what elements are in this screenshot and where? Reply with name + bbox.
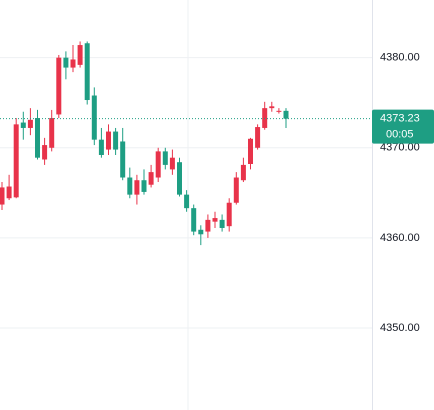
candle-body xyxy=(120,141,126,178)
candle-body xyxy=(106,131,111,150)
candle-body xyxy=(20,122,26,128)
candle-body xyxy=(6,186,12,199)
candle-body xyxy=(177,162,182,195)
candle-body xyxy=(27,119,33,128)
candle-body xyxy=(162,151,168,165)
candle-body xyxy=(77,45,83,65)
candle-body xyxy=(219,219,225,228)
candle-body xyxy=(35,118,40,158)
candle-body xyxy=(269,106,275,109)
candle-body xyxy=(191,208,197,232)
candle-body xyxy=(127,177,133,195)
last-price-label: 4373.23 xyxy=(380,113,420,125)
candle-body xyxy=(141,180,147,192)
y-tick-label: 4370.00 xyxy=(380,142,420,154)
candle-body xyxy=(113,131,119,150)
candle-body xyxy=(262,108,268,128)
candle-body xyxy=(134,180,140,195)
candle-body xyxy=(13,124,19,198)
y-tick-label: 4350.00 xyxy=(380,322,420,334)
candle-body xyxy=(276,110,282,112)
candle-body xyxy=(98,139,104,155)
candle-body xyxy=(63,57,69,68)
candle-body xyxy=(248,138,253,164)
candle-body xyxy=(240,164,246,181)
candle-body xyxy=(226,202,232,227)
candle-body xyxy=(233,177,239,203)
candle-body xyxy=(148,172,154,185)
candle-body xyxy=(198,229,204,235)
candle-body xyxy=(91,95,97,140)
candle-body xyxy=(49,118,55,148)
candle-body xyxy=(255,127,261,148)
candle-body xyxy=(283,110,289,119)
candle-body xyxy=(84,43,90,101)
candle-body xyxy=(42,145,48,160)
candle-body xyxy=(70,59,76,68)
candle-body xyxy=(155,151,161,178)
candle-body xyxy=(56,57,62,115)
candle-body xyxy=(169,157,175,170)
countdown-label: 00:05 xyxy=(386,129,414,141)
last-price-box xyxy=(372,109,434,144)
candle-body xyxy=(184,194,190,209)
candle-body xyxy=(212,218,218,222)
candle-body xyxy=(0,187,5,205)
y-tick-label: 4360.00 xyxy=(380,232,420,244)
candle-body xyxy=(205,219,211,232)
y-tick-label: 4380.00 xyxy=(380,52,420,64)
